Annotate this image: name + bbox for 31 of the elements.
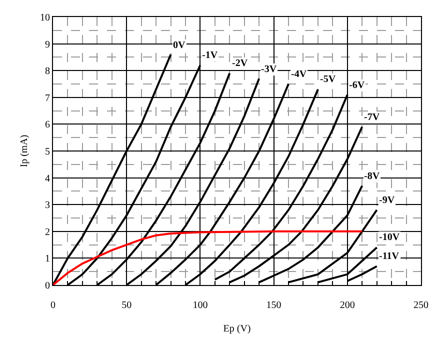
series-label: -7V xyxy=(364,112,380,123)
y-tick-label: 2 xyxy=(45,226,50,238)
y-tick-label: 4 xyxy=(45,173,50,184)
y-tick-label: 1 xyxy=(45,254,50,265)
series-label: -4V xyxy=(291,69,308,80)
series-label: -6V xyxy=(349,80,366,91)
x-tick-label: 250 xyxy=(414,300,428,311)
x-tick-label: 100 xyxy=(192,300,208,311)
y-axis-title: Ip (mA) xyxy=(19,134,30,168)
y-tick-label: 9 xyxy=(45,39,50,50)
x-tick-label: 200 xyxy=(340,300,355,311)
line-series xyxy=(53,230,364,285)
y-tick-label: 3 xyxy=(45,200,50,212)
y-tick-label: 10 xyxy=(40,12,50,24)
series-label: -5V xyxy=(320,74,336,85)
y-tick-label: 5 xyxy=(45,146,50,158)
x-tick-label: 50 xyxy=(122,300,132,311)
y-tick-label: 6 xyxy=(45,120,50,131)
series-label: -8V xyxy=(364,171,380,182)
series-label: 0V xyxy=(173,40,186,51)
series-label: -9V xyxy=(379,195,396,206)
y-tick-label: 7 xyxy=(45,92,50,104)
y-tick-label: 8 xyxy=(45,66,50,78)
x-tick-label: 150 xyxy=(266,300,282,311)
x-axis-title: Ep (V) xyxy=(223,324,251,334)
series-label: -2V xyxy=(232,58,248,69)
series-label: -10V xyxy=(379,232,400,243)
series-label: -1V xyxy=(202,50,218,61)
y-tick-label: 0 xyxy=(45,280,50,292)
series-label: -3V xyxy=(261,64,278,75)
series-label: -11V xyxy=(379,251,400,262)
